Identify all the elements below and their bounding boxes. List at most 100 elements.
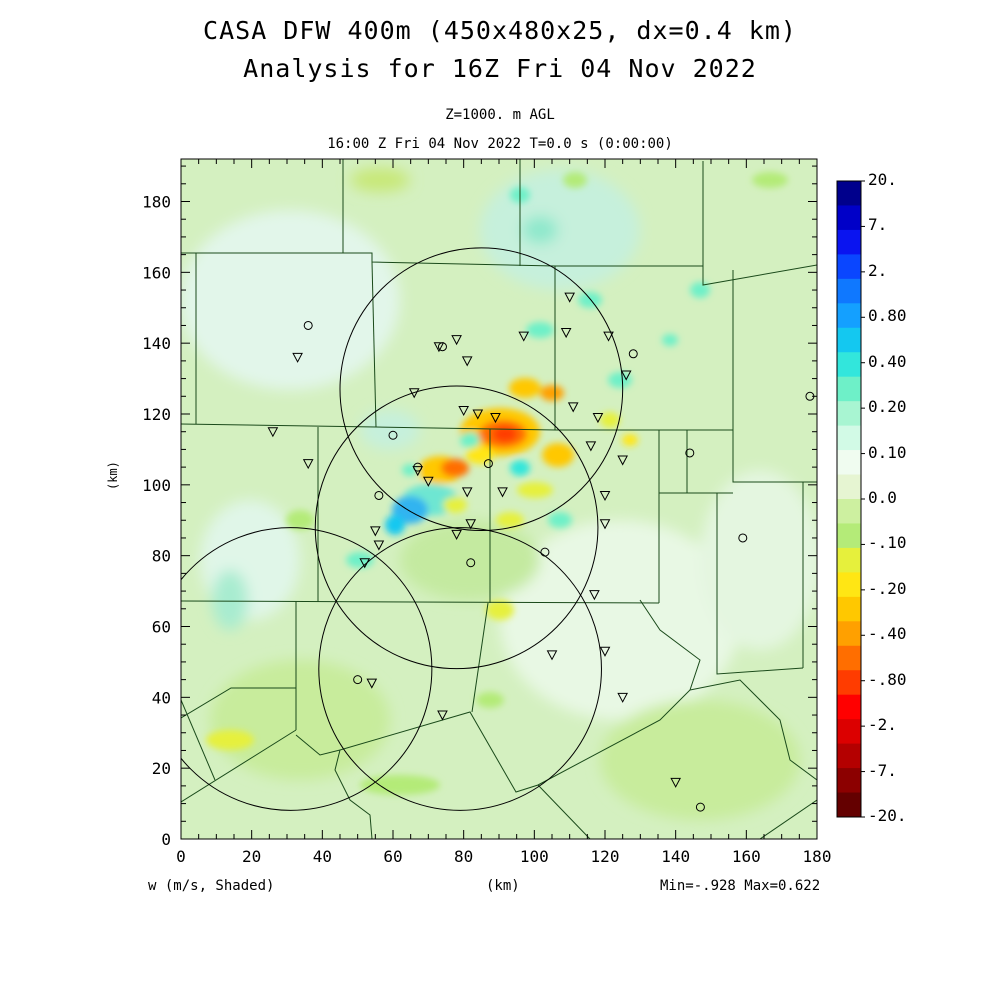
colorbar-label: -.20 xyxy=(868,578,907,598)
colorbar-swatch xyxy=(837,499,861,524)
radar-site-triangle xyxy=(292,352,303,363)
x-tick-label: 80 xyxy=(454,847,473,866)
colorbar-swatch xyxy=(837,719,861,745)
radar-site-triangle xyxy=(472,409,484,420)
radar-site-circle xyxy=(685,448,695,458)
radar-site-circle xyxy=(628,349,638,359)
colorbar-swatch xyxy=(837,670,861,696)
tick-labels: 0 20 40 60 80 100 120 140 160 180 0 20 40 60 80 100 120 1… xyxy=(142,193,831,867)
x-tick-label: 60 xyxy=(383,847,402,866)
x-tick-label: 120 xyxy=(591,847,620,866)
x-tick-label: 0 xyxy=(176,847,186,866)
radar-site-circle xyxy=(466,558,476,568)
radar-site-triangle xyxy=(518,331,530,342)
radar-site-circle xyxy=(437,342,447,352)
radar-site-triangle xyxy=(433,342,445,353)
colorbar-swatch xyxy=(837,450,861,476)
radar-site-triangle xyxy=(620,370,632,381)
colorbar-swatch xyxy=(837,792,861,818)
colorbar-swatch xyxy=(837,376,861,402)
colorbar-label: 2. xyxy=(868,260,888,280)
colorbar-label: 0.20 xyxy=(868,397,907,417)
radar-site-triangle xyxy=(670,777,681,788)
radar-site-triangle xyxy=(546,650,558,661)
colorbar-swatch xyxy=(837,401,861,427)
radar-site-triangle xyxy=(589,590,600,601)
colorbar-swatch xyxy=(837,254,861,280)
level-label: Z=1000. m AGL xyxy=(445,107,555,123)
y-tick-label: 120 xyxy=(142,405,171,424)
colorbar-label: 20. xyxy=(868,170,897,189)
colorbar-label: -.40 xyxy=(868,624,907,644)
colorbar-swatch xyxy=(837,547,861,573)
radar-site-triangle xyxy=(465,519,477,530)
field-features xyxy=(206,172,788,795)
radar-site-triangle xyxy=(373,540,385,551)
radar-site-triangle xyxy=(458,405,469,417)
plot-title-line1: CASA DFW 400m (450x480x25, dx=0.4 km) xyxy=(203,16,797,45)
x-tick-label: 20 xyxy=(242,847,261,866)
colorbar-swatch xyxy=(837,474,861,500)
radar-site-triangle xyxy=(359,558,371,569)
colorbar-swatch xyxy=(837,596,861,622)
colorbar-swatch xyxy=(837,645,861,671)
radar-site-triangle xyxy=(302,459,314,470)
colorbar-swatch xyxy=(837,303,861,329)
colorbar-swatch xyxy=(837,572,861,598)
y-tick-label: 0 xyxy=(161,830,171,849)
x-tick-label: 160 xyxy=(732,847,761,866)
colorbar-label: 0.0 xyxy=(868,488,897,507)
radar-site-triangle xyxy=(451,529,462,540)
radar-site-triangle xyxy=(366,678,378,689)
y-tick-label: 60 xyxy=(152,618,171,637)
colorbar-label: 0.10 xyxy=(868,442,907,462)
color-bar xyxy=(836,180,865,818)
radar-site-triangle xyxy=(461,487,473,498)
radar-sites xyxy=(267,292,815,812)
x-tick-label: 100 xyxy=(520,847,549,866)
y-tick-label: 40 xyxy=(152,688,171,707)
range-ring-4 xyxy=(181,527,433,811)
radar-site-triangle xyxy=(267,427,279,438)
radar-site-triangle xyxy=(497,487,508,498)
radar-site-circle xyxy=(374,490,384,500)
radar-site-circle xyxy=(483,459,493,469)
x-tick-label: 140 xyxy=(661,847,690,866)
radar-site-circle xyxy=(303,320,313,330)
colorbar-swatch xyxy=(837,523,861,549)
colorbar-label: -7. xyxy=(868,760,897,780)
radar-site-triangle xyxy=(408,388,420,399)
colorbar-swatch xyxy=(837,278,861,304)
radar-site-triangle xyxy=(423,476,434,487)
x-axis-label: (km) xyxy=(486,878,520,894)
range-ring-1 xyxy=(339,247,624,532)
field-smooth-patches xyxy=(181,168,817,820)
y-tick-label: 180 xyxy=(142,193,171,212)
colorbar-label: -2. xyxy=(868,715,897,735)
radar-site-triangle xyxy=(617,455,628,466)
y-tick-label: 160 xyxy=(142,263,171,282)
radar-site-triangle xyxy=(490,413,501,424)
radar-site-triangle xyxy=(592,413,604,424)
colorbar-swatch xyxy=(837,205,861,231)
colorbar-swatch xyxy=(837,694,861,720)
axis-ticks xyxy=(180,159,818,840)
colorbar-swatch xyxy=(837,327,861,353)
radar-site-triangle xyxy=(599,519,611,530)
min-max-label: Min=-.928 Max=0.622 xyxy=(660,878,821,894)
colorbar-label: 0.80 xyxy=(868,306,907,326)
radar-site-triangle xyxy=(560,328,572,339)
colorbar-swatch xyxy=(837,743,861,769)
radar-site-triangle xyxy=(564,292,575,303)
field-label: w (m/s, Shaded) xyxy=(148,878,275,894)
radar-site-circle xyxy=(353,675,363,685)
radar-site-triangle xyxy=(599,646,611,657)
colorbar-swatch xyxy=(837,181,861,206)
time-label: 16:00 Z Fri 04 Nov 2022 T=0.0 s (0:00:00… xyxy=(327,136,673,152)
radar-site-circle xyxy=(388,430,398,440)
colorbar-label: -20. xyxy=(868,806,907,825)
colorbar-swatch xyxy=(837,229,861,255)
colorbar-swatch xyxy=(837,768,861,794)
colorbar-label: 7. xyxy=(868,215,888,235)
